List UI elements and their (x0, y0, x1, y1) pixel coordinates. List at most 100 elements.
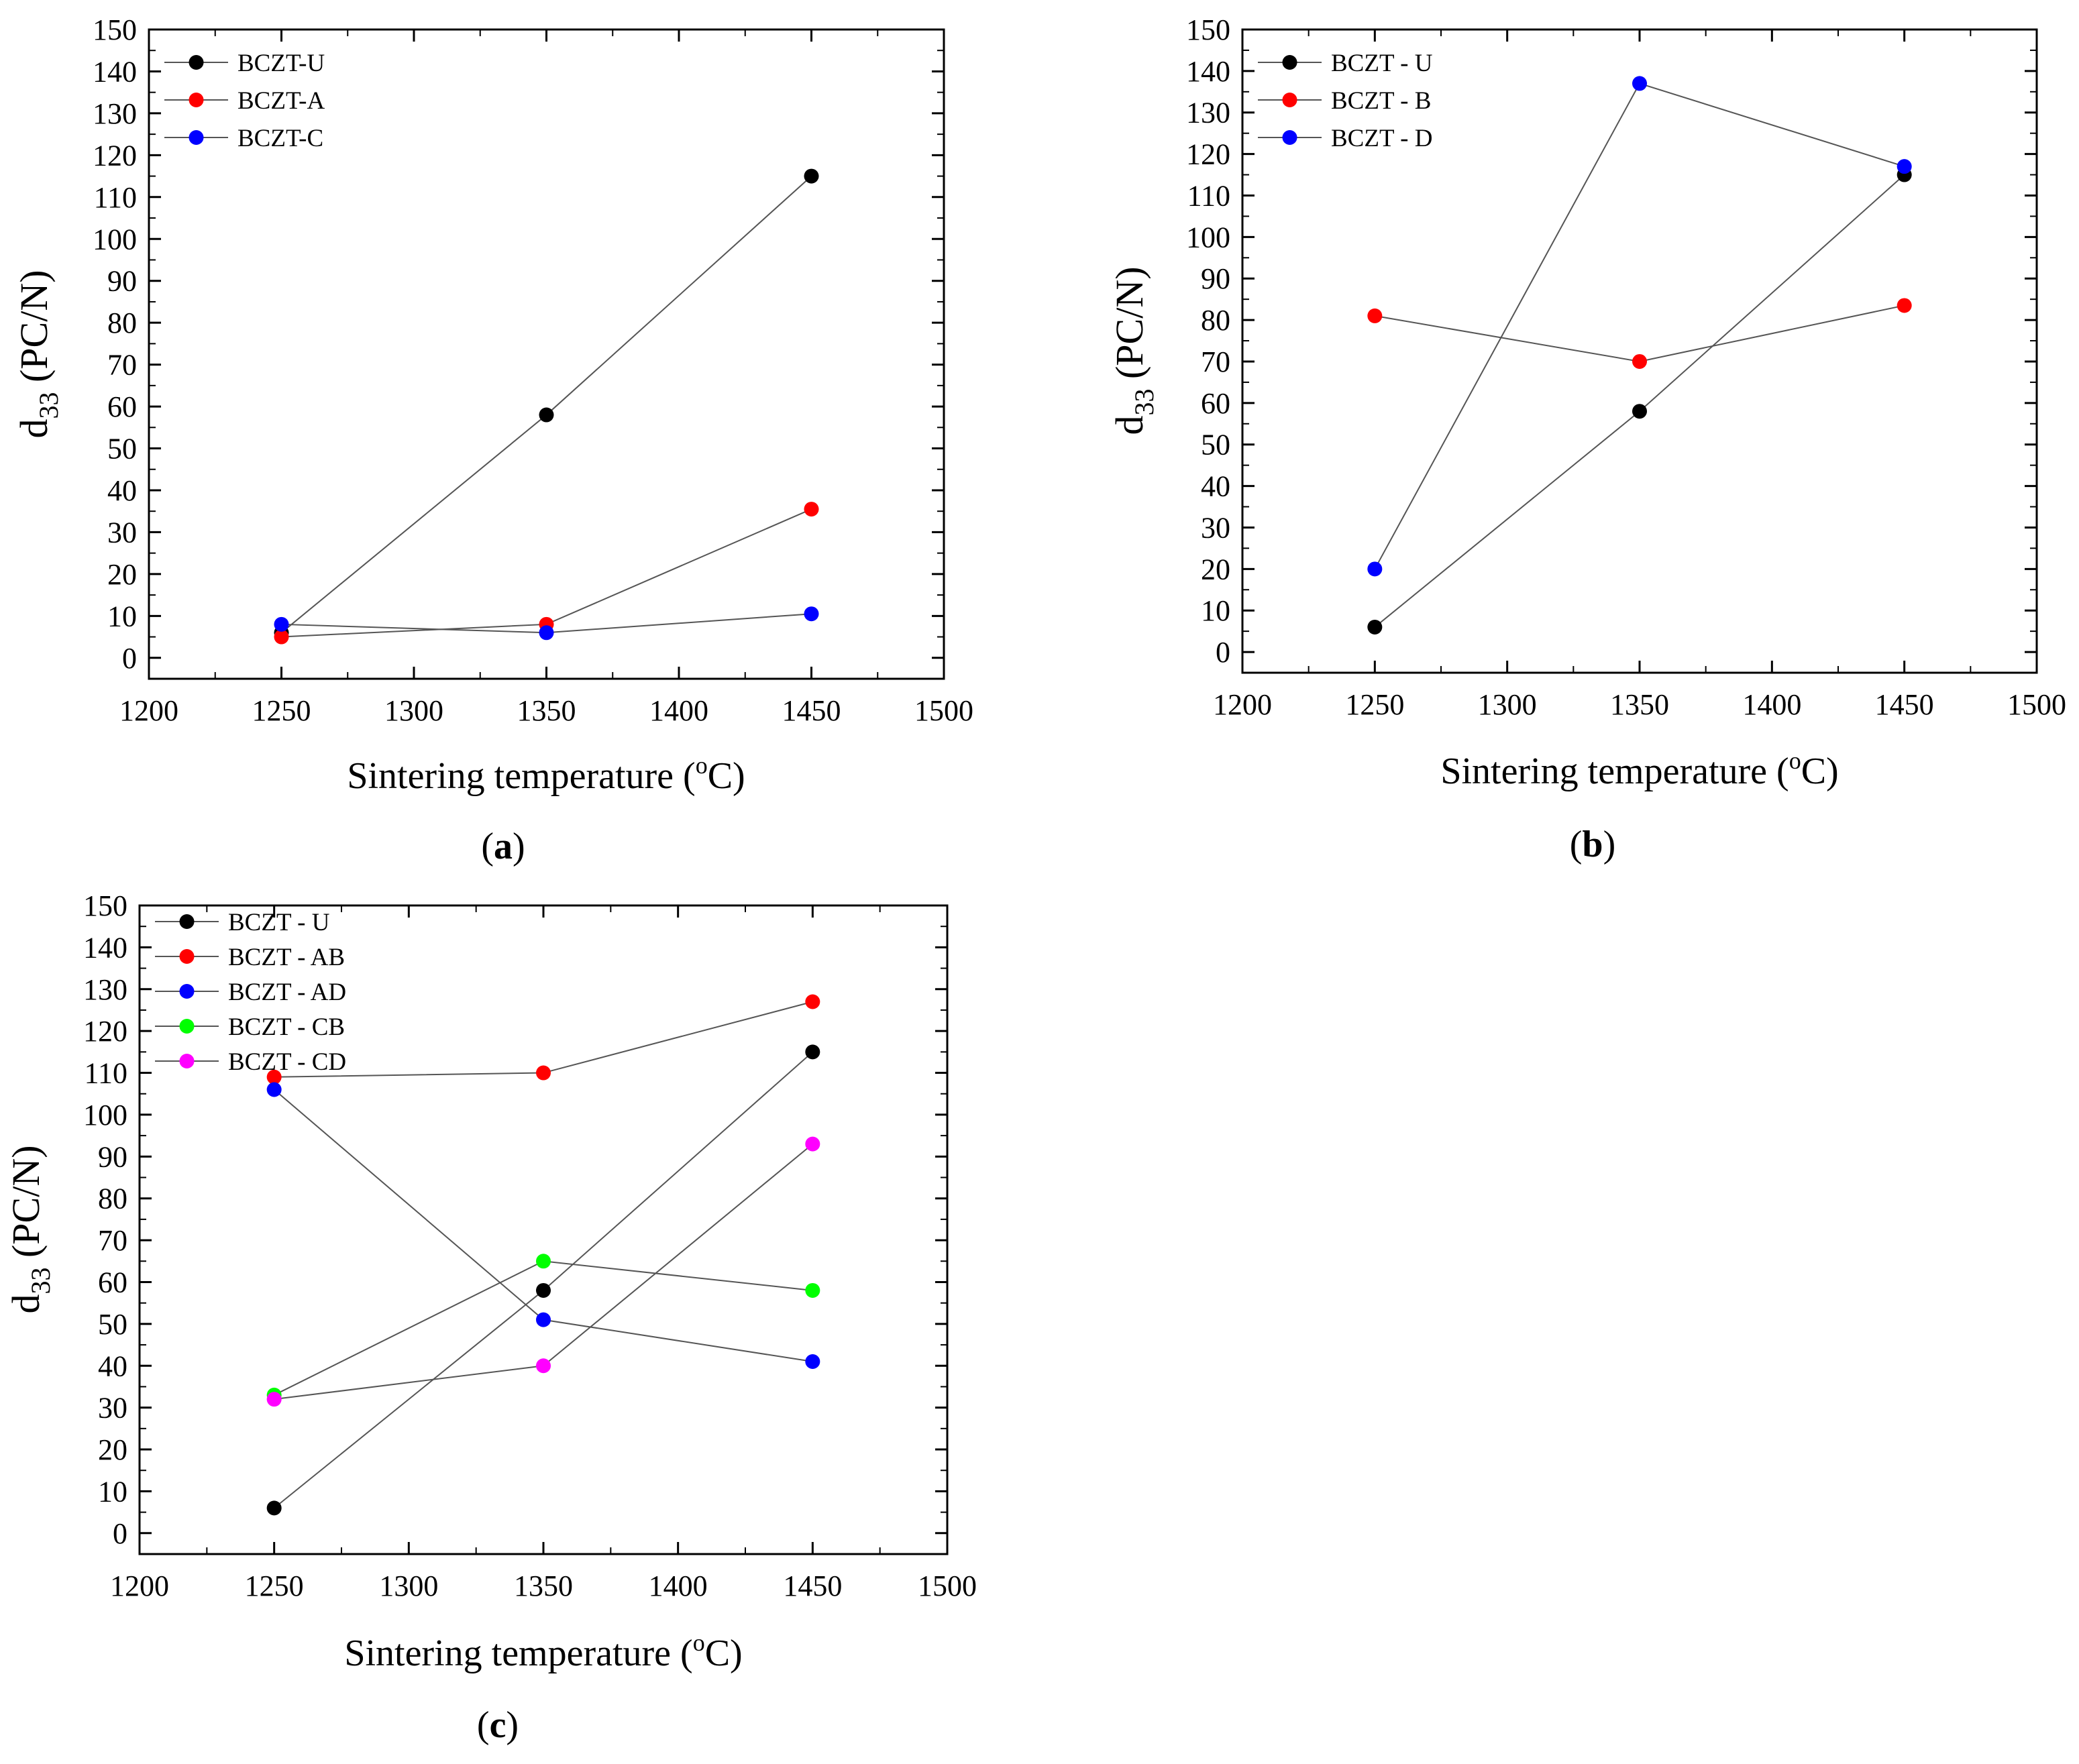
x-axis-title-text: Sintering temperature ( (344, 1633, 692, 1674)
legend-marker (1282, 55, 1297, 70)
caption-open-paren: ( (1570, 824, 1583, 865)
x-axis-title-unit: C) (708, 755, 745, 797)
x-tick-label: 1450 (1875, 688, 1934, 721)
data-point-bczt-u-1250 (1367, 619, 1383, 635)
legend-label: BCZT - AD (228, 979, 346, 1006)
y-tick-label: 60 (98, 1266, 127, 1299)
y-axis-title-sub: 33 (34, 392, 64, 419)
x-axis-title-degree: o (693, 1629, 705, 1656)
y-tick-label: 50 (107, 433, 137, 465)
panel-caption: (b) (1570, 824, 1615, 865)
x-tick-label: 1350 (514, 1569, 573, 1602)
data-point-bczt-c-1350 (539, 625, 554, 641)
series-line-bczt-u (274, 1051, 813, 1509)
caption-open-paren: ( (477, 1704, 490, 1746)
caption-close-paren: ) (506, 1704, 519, 1746)
y-tick-label: 120 (93, 139, 137, 172)
x-tick-label: 1300 (384, 694, 443, 727)
x-tick-label: 1450 (782, 694, 841, 727)
y-tick-label: 130 (1186, 97, 1230, 129)
y-tick-label: 130 (93, 97, 137, 130)
y-tick-label: 20 (1201, 553, 1230, 586)
data-point-bczt-b-1450 (1897, 298, 1912, 313)
x-axis-title-degree: o (696, 752, 708, 779)
y-axis-title-sub: 33 (25, 1268, 56, 1294)
data-point-bczt-cb-1450 (805, 1282, 820, 1298)
series-line-bczt-b (1375, 305, 1905, 362)
y-tick-label: 20 (107, 558, 137, 591)
y-tick-label: 30 (98, 1392, 127, 1425)
legend-label: BCZT - B (1331, 87, 1431, 115)
data-point-bczt-ab-1250 (266, 1069, 282, 1085)
data-point-bczt-b-1350 (1632, 353, 1647, 369)
series-line-bczt-u (280, 175, 812, 634)
data-point-bczt-d-1450 (1897, 159, 1912, 174)
x-axis-title: Sintering temperature (oC) (347, 752, 745, 797)
legend-label: BCZT-A (237, 87, 325, 115)
y-axis-title-rest: (PC/N) (12, 270, 56, 392)
x-axis-title-text: Sintering temperature ( (1440, 751, 1789, 792)
y-tick-label: 60 (1201, 387, 1230, 420)
data-point-bczt-u-1450 (805, 1044, 820, 1060)
data-point-bczt-a-1250 (274, 629, 289, 645)
y-tick-label: 10 (107, 600, 137, 632)
data-point-bczt-cd-1350 (536, 1358, 551, 1374)
y-tick-label: 90 (98, 1140, 127, 1173)
data-point-bczt-ab-1450 (805, 994, 820, 1009)
y-tick-label: 90 (1201, 262, 1230, 295)
caption-letter: b (1582, 824, 1603, 865)
y-tick-label: 40 (98, 1349, 127, 1382)
y-tick-label: 140 (83, 931, 127, 964)
y-tick-label: 20 (98, 1433, 127, 1466)
y-tick-label: 110 (94, 181, 137, 214)
y-tick-label: 60 (107, 390, 137, 423)
panel-caption: (a) (481, 826, 525, 867)
x-tick-label: 1200 (110, 1569, 169, 1602)
y-tick-label: 50 (98, 1308, 127, 1341)
data-point-bczt-ad-1450 (805, 1354, 820, 1370)
panel-a: 1200 1250 1300 1350 1400 1450 1500 0 10 20 30 40 50 6… (12, 13, 973, 867)
x-tick-label: 1500 (914, 694, 973, 727)
y-tick-label: 150 (93, 13, 137, 46)
panel-caption: (c) (477, 1704, 519, 1746)
y-tick-label: 140 (1186, 55, 1230, 88)
data-point-bczt-a-1450 (804, 502, 819, 517)
y-tick-label: 90 (107, 265, 137, 298)
x-axis-title-text: Sintering temperature ( (347, 755, 695, 797)
data-point-bczt-cb-1350 (536, 1254, 551, 1269)
legend-label: BCZT-C (237, 125, 323, 152)
y-tick-label: 110 (1187, 179, 1230, 212)
legend-marker (189, 130, 204, 145)
legend-label: BCZT - D (1331, 125, 1432, 152)
y-tick-label: 0 (122, 642, 137, 675)
y-axis-title-sub: 33 (1129, 389, 1159, 416)
x-axis-title-degree: o (1789, 747, 1801, 774)
legend-marker (1282, 93, 1297, 107)
data-point-bczt-u-1250 (266, 1500, 282, 1516)
x-tick-label: 1250 (1345, 688, 1404, 721)
data-point-bczt-d-1250 (1367, 561, 1383, 577)
y-tick-label: 140 (93, 55, 137, 88)
data-point-bczt-c-1450 (804, 606, 819, 622)
y-axis-title: d33 (PC/N) (1108, 266, 1159, 435)
x-tick-label: 1400 (649, 1569, 708, 1602)
y-tick-label: 150 (83, 889, 127, 922)
y-tick-label: 120 (1186, 138, 1230, 171)
data-point-bczt-ad-1250 (266, 1082, 282, 1097)
y-tick-label: 70 (1201, 345, 1230, 378)
y-axis-title: d33 (PC/N) (12, 270, 64, 438)
y-tick-label: 150 (1186, 13, 1230, 46)
legend-marker (179, 1054, 195, 1068)
y-tick-label: 50 (1201, 429, 1230, 461)
x-axis-title: Sintering temperature (oC) (1440, 747, 1838, 792)
x-tick-label: 1250 (252, 694, 311, 727)
legend-marker (189, 93, 204, 107)
data-point-bczt-u-1350 (536, 1282, 551, 1298)
y-axis-title-rest: (PC/N) (4, 1145, 48, 1267)
y-tick-label: 80 (107, 307, 137, 339)
legend-label: BCZT - CB (228, 1013, 345, 1041)
y-axis-title-main: d (12, 419, 56, 439)
panel-b: 1200 1250 1300 1350 1400 1450 1500 0 10 20 30 40 50 6… (1108, 13, 2066, 865)
caption-letter: a (494, 826, 513, 867)
